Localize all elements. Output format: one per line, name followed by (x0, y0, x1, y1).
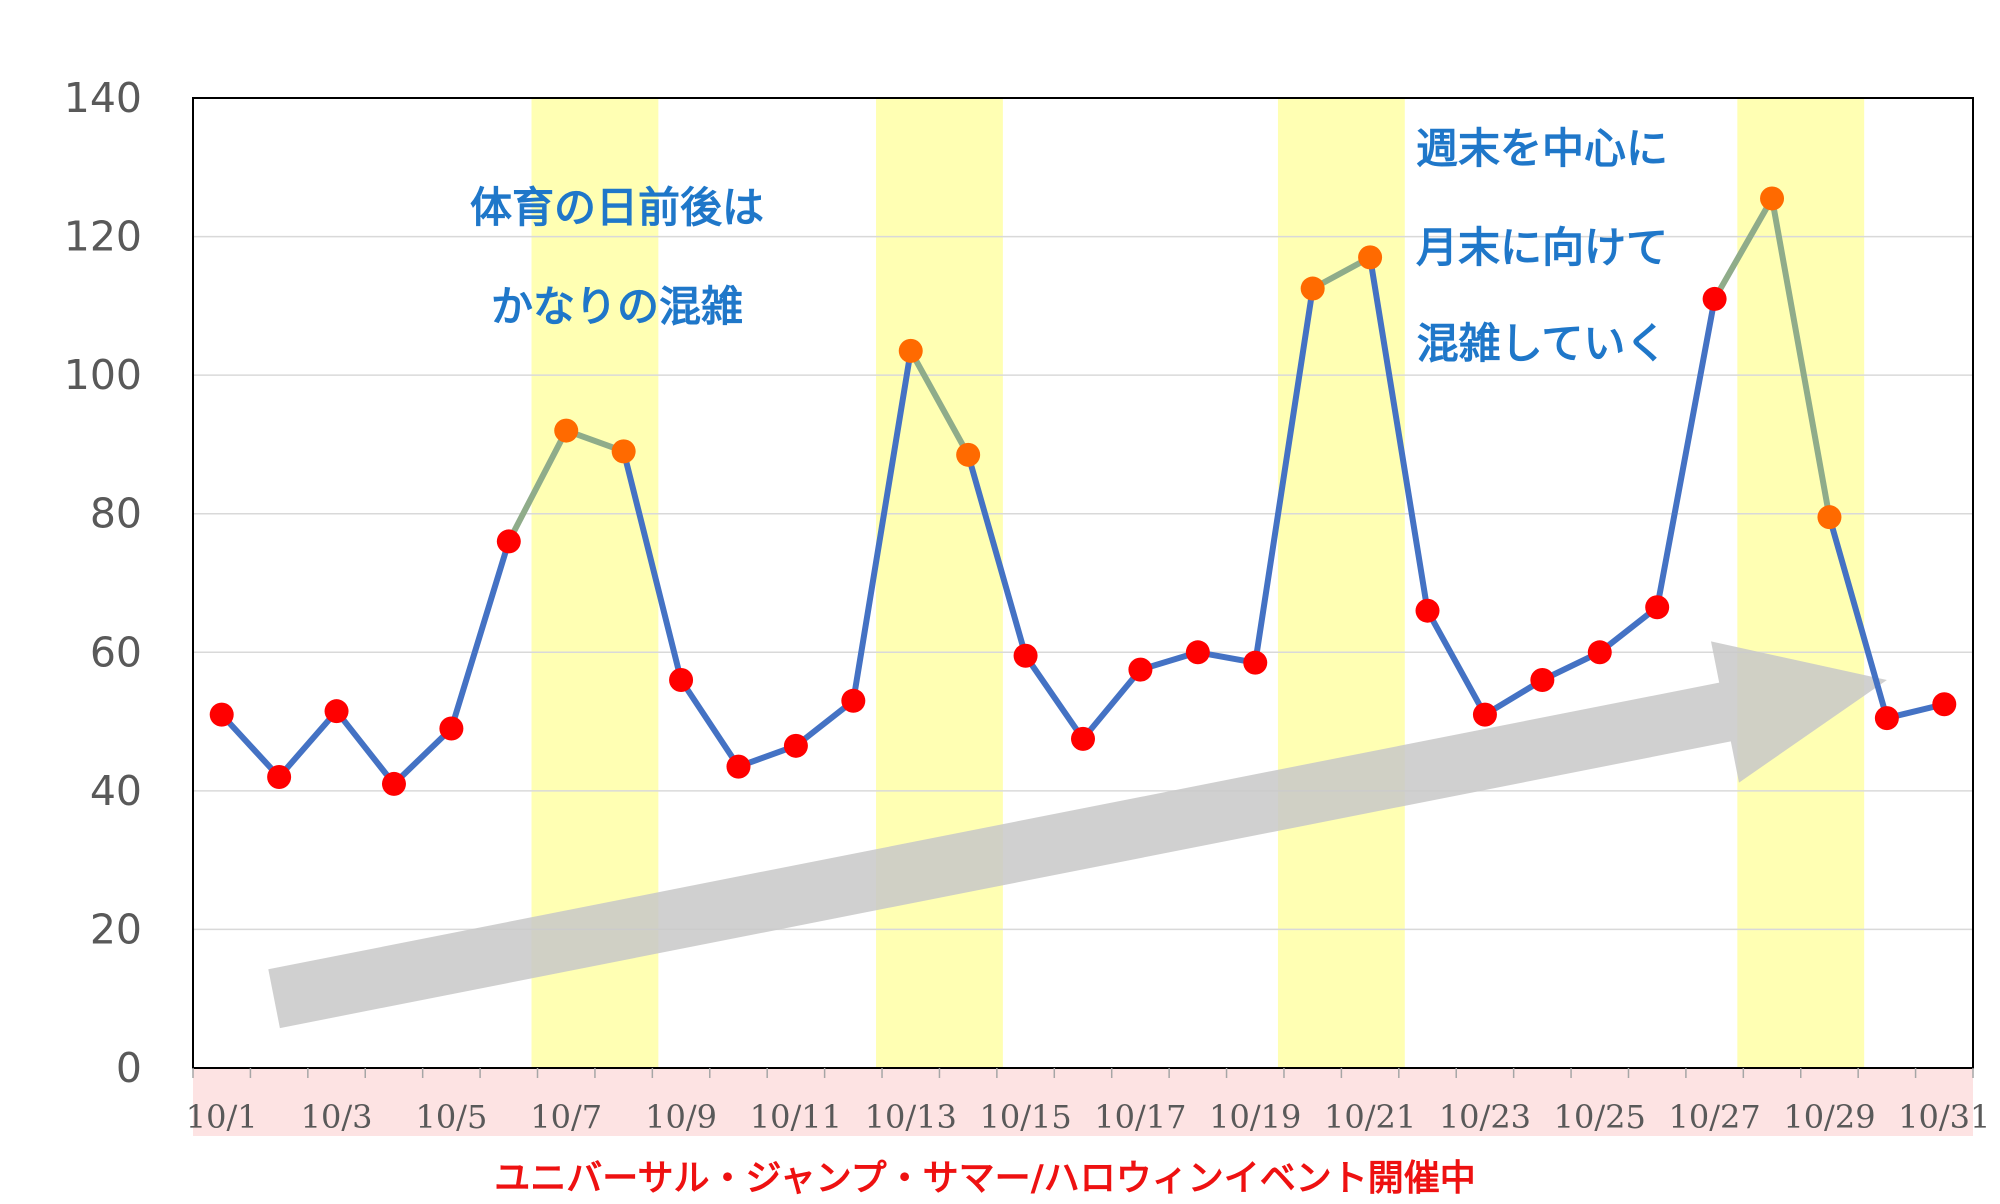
series-segment (390, 725, 455, 787)
series-segment (1252, 285, 1316, 666)
data-point-10-3 (324, 699, 349, 724)
series-segment (505, 427, 570, 545)
x-tick-label-10-19: 10/19 (1209, 1098, 1301, 1136)
series-segment (1654, 295, 1718, 611)
series-segment (678, 677, 742, 770)
data-point-10-12 (841, 688, 866, 713)
x-tick-label-10-7: 10/7 (530, 1098, 602, 1136)
y-tick-label-120: 120 (64, 213, 142, 261)
data-point-10-11 (783, 733, 808, 758)
data-point-10-9 (669, 668, 694, 692)
data-point-10-13 (898, 338, 923, 363)
data-point-10-28 (1760, 186, 1785, 211)
annotation-weekend-line-3: 混雑していく (1417, 319, 1668, 368)
series-segment (620, 448, 685, 683)
highlight-band-4 (1737, 98, 1865, 1068)
series-segment (1826, 514, 1890, 722)
data-point-10-16 (1071, 726, 1095, 751)
annotation-sports-day-line-2: かなりの混雑 (491, 282, 743, 331)
data-point-10-1 (209, 702, 234, 727)
series-segment (1711, 195, 1776, 302)
data-point-10-30 (1874, 706, 1899, 731)
data-point-10-18 (1185, 640, 1210, 665)
x-tick-label-10-27: 10/27 (1669, 1098, 1761, 1136)
x-tick-label-10-21: 10/21 (1324, 1098, 1416, 1136)
y-tick-label-0: 0 (116, 1044, 142, 1092)
x-tick-label-10-11: 10/11 (750, 1098, 842, 1136)
data-point-10-23 (1472, 702, 1497, 727)
highlight-bands (531, 98, 1865, 1068)
series-segment (1596, 604, 1661, 656)
series-segment (965, 451, 1029, 659)
series-segment (1769, 195, 1833, 521)
data-point-10-24 (1530, 668, 1555, 692)
data-point-10-17 (1128, 657, 1153, 682)
series-segment (1080, 666, 1144, 742)
x-tick-label-10-9: 10/9 (645, 1098, 717, 1136)
annotation-weekend-line-1: 週末を中心に (1416, 124, 1668, 173)
y-tick-label-80: 80 (90, 490, 142, 538)
x-tick-label-10-3: 10/3 (301, 1098, 373, 1136)
series-segment (1367, 254, 1431, 614)
x-tick-label-10-17: 10/17 (1094, 1098, 1186, 1136)
data-point-10-4 (381, 771, 406, 796)
data-point-10-10 (726, 754, 751, 779)
x-tick-label-10-5: 10/5 (415, 1098, 487, 1136)
series-segment (448, 538, 512, 732)
trend-arrow-shape (268, 641, 1887, 1029)
data-point-10-22 (1415, 598, 1440, 623)
data-point-10-31 (1932, 692, 1957, 717)
data-point-10-20 (1300, 276, 1325, 301)
series-segment (333, 708, 397, 787)
series-points (209, 186, 1957, 796)
data-point-10-27 (1702, 286, 1727, 311)
series-segment (907, 347, 972, 458)
series-segment (218, 711, 283, 780)
data-point-10-14 (956, 442, 981, 467)
series-segment (792, 697, 857, 749)
y-tick-label-20: 20 (90, 905, 142, 953)
series-segment (276, 708, 340, 780)
x-axis: 10/1 10/3 10/5 10/7 10/9 10/11 10/13 10/15 10/17… (186, 1068, 1990, 1136)
data-point-10-8 (611, 439, 636, 464)
data-point-10-6 (496, 529, 521, 554)
x-tick-label-10-23: 10/23 (1439, 1098, 1531, 1136)
annotation-sports-day-line-1: 体育の日前後は (470, 183, 764, 232)
x-tick-label-10-13: 10/13 (865, 1098, 957, 1136)
plot-frame (192, 97, 1974, 1069)
data-point-10-19 (1243, 650, 1268, 675)
x-tick-label-10-29: 10/29 (1783, 1098, 1875, 1136)
data-point-10-25 (1587, 640, 1612, 665)
event-label: ユニバーサル・ジャンプ・サマー/ハロウィンイベント開催中 (494, 1158, 1476, 1199)
x-tick-label-10-25: 10/25 (1554, 1098, 1646, 1136)
y-tick-label-140: 140 (64, 74, 142, 122)
series-segment (1022, 652, 1086, 742)
series-segment (850, 347, 914, 704)
data-point-10-29 (1817, 505, 1842, 530)
x-tick-label-10-15: 10/15 (979, 1098, 1071, 1136)
trend-arrow (268, 641, 1887, 1029)
y-axis: 0 20 40 60 80 100 120 140 (64, 74, 142, 1092)
x-tick-label-10-31: 10/31 (1898, 1098, 1990, 1136)
data-point-10-15 (1013, 643, 1038, 668)
y-tick-label-100: 100 (64, 351, 142, 399)
series-segment (1424, 607, 1488, 718)
highlight-band-3 (1277, 98, 1405, 1068)
data-point-10-2 (267, 765, 292, 789)
data-point-10-7 (554, 418, 579, 443)
data-point-10-21 (1358, 245, 1383, 270)
highlight-band-2 (876, 98, 1003, 1068)
event-band (193, 1068, 1973, 1136)
y-tick-label-40: 40 (90, 767, 142, 815)
event-band-strip (193, 1068, 1973, 1136)
annotation-weekend-line-2: 月末に向けて (1416, 223, 1668, 272)
data-point-10-26 (1645, 595, 1670, 620)
data-point-10-5 (439, 716, 464, 741)
x-tick-label-10-1: 10/1 (186, 1098, 258, 1136)
y-tick-label-60: 60 (90, 628, 142, 676)
